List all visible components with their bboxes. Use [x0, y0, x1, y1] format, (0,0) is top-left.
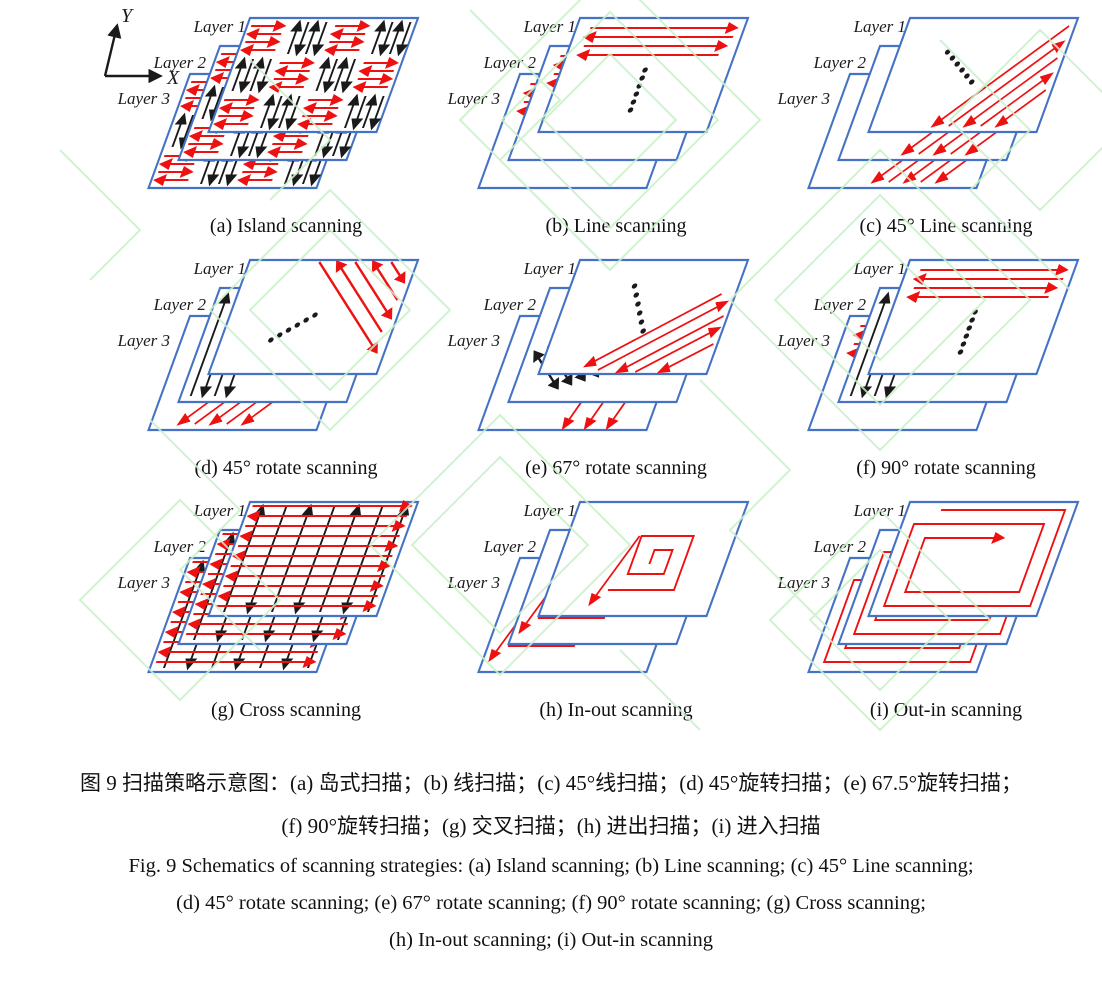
- panel-line-scanning: Layer 1 Layer 2 Layer 3 (b) Line scannin…: [430, 8, 760, 238]
- layer-1-label: Layer 1: [523, 259, 576, 278]
- layer-1-label: Layer 1: [193, 259, 246, 278]
- layer-2-label: Layer 2: [813, 537, 867, 556]
- panel-caption-g: (g) Cross scanning: [211, 699, 361, 721]
- panel-caption-i: (i) Out-in scanning: [869, 699, 1023, 721]
- layer-1-label: Layer 1: [853, 501, 906, 520]
- layer-1-label: Layer 1: [523, 501, 576, 520]
- panel-in-out-scanning: Layer 1 Layer 2 Layer 3 (h) In-out scann…: [430, 492, 760, 722]
- layer-2-label: Layer 2: [153, 537, 207, 556]
- layer-1-label: Layer 1: [853, 17, 906, 36]
- layer-1-label: Layer 1: [193, 501, 246, 520]
- layer-1-label: Layer 1: [193, 17, 246, 36]
- panel-caption-h: (h) In-out scanning: [539, 699, 693, 721]
- y-axis-label: Y: [121, 5, 134, 27]
- panel-90-rotate-diagram: Layer 1 Layer 2 Layer 3: [777, 258, 1080, 432]
- layer-3-label: Layer 3: [447, 89, 500, 108]
- coordinate-axes: Y X: [103, 5, 180, 89]
- panel-in-out-diagram: Layer 1 Layer 2 Layer 3: [447, 500, 750, 674]
- layer-3-label: Layer 3: [777, 573, 830, 592]
- figure-caption-block: 图 9 扫描策略示意图：(a) 岛式扫描；(b) 线扫描；(c) 45°线扫描；…: [0, 762, 1102, 959]
- layer-2-label: Layer 2: [813, 53, 867, 72]
- panel-caption-f: (f) 90° rotate scanning: [856, 457, 1036, 479]
- layer-2-label: Layer 2: [483, 53, 537, 72]
- panel-island-diagram: Layer 1 Layer 2 Layer 3: [117, 16, 420, 190]
- x-axis-label: X: [166, 67, 180, 89]
- layer-2-label: Layer 2: [153, 53, 207, 72]
- caption-zh-line-1: 图 9 扫描策略示意图：(a) 岛式扫描；(b) 线扫描；(c) 45°线扫描；…: [79, 771, 1023, 795]
- panel-45-line-diagram: Layer 1 Layer 2 Layer 3: [777, 16, 1080, 190]
- panel-cross-scanning: Layer 1 Layer 2 Layer 3 (g) Cross scanni…: [100, 492, 430, 722]
- layer-3-label: Layer 3: [777, 89, 830, 108]
- panel-grid: Layer 1 Layer 2 Layer 3 (a) Island scann…: [100, 8, 1090, 734]
- panel-caption-d: (d) 45° rotate scanning: [194, 457, 378, 479]
- panel-out-in-diagram: Layer 1 Layer 2 Layer 3: [777, 500, 1080, 674]
- caption-en-line-2: (d) 45° rotate scanning; (e) 67° rotate …: [176, 892, 926, 914]
- layer-1-label: Layer 1: [853, 259, 906, 278]
- caption-en-line-3: (h) In-out scanning; (i) Out-in scanning: [389, 929, 713, 951]
- panel-caption-b: (b) Line scanning: [545, 215, 687, 237]
- layer-2-label: Layer 2: [483, 295, 537, 314]
- panel-caption-e: (e) 67° rotate scanning: [525, 457, 707, 479]
- layer-3-label: Layer 3: [777, 331, 830, 350]
- layer-1-label: Layer 1: [523, 17, 576, 36]
- panel-67-rotate-diagram: Layer 1 Layer 2 Layer 3: [447, 258, 750, 432]
- layer-2-label: Layer 2: [483, 537, 537, 556]
- layer-3-label: Layer 3: [117, 331, 170, 350]
- panel-caption-c: (c) 45° Line scanning: [859, 215, 1033, 237]
- layer-2-label: Layer 2: [153, 295, 207, 314]
- panel-island-scanning: Layer 1 Layer 2 Layer 3 (a) Island scann…: [100, 8, 430, 238]
- caption-zh-line-2: (f) 90°旋转扫描；(g) 交叉扫描；(h) 进出扫描；(i) 进入扫描: [281, 814, 821, 838]
- layer-3-label: Layer 3: [447, 331, 500, 350]
- panel-67-rotate-scanning: Layer 1 Layer 2 Layer 3 (e) 67° rotate s…: [430, 250, 760, 480]
- panel-45-rotate-diagram: Layer 1 Layer 2 Layer 3: [117, 258, 420, 432]
- caption-en-line-1: Fig. 9 Schematics of scanning strategies…: [128, 855, 974, 877]
- layer-3-label: Layer 3: [117, 573, 170, 592]
- panel-45-rotate-scanning: Layer 1 Layer 2 Layer 3 (d) 45° rotate s…: [100, 250, 430, 480]
- panel-45-line-scanning: Layer 1 Layer 2 Layer 3 (c) 45° Line sca…: [760, 8, 1090, 238]
- panel-out-in-scanning: Layer 1 Layer 2 Layer 3 (i) Out-in scann…: [760, 492, 1090, 722]
- panel-line-diagram: Layer 1 Layer 2 Layer 3: [447, 16, 750, 190]
- panel-cross-diagram: Layer 1 Layer 2 Layer 3: [117, 500, 420, 674]
- layer-2-label: Layer 2: [813, 295, 867, 314]
- layer-3-label: Layer 3: [447, 573, 500, 592]
- panel-90-rotate-scanning: Layer 1 Layer 2 Layer 3 (f) 90° rotate s…: [760, 250, 1090, 480]
- layer-3-label: Layer 3: [117, 89, 170, 108]
- panel-caption-a: (a) Island scanning: [209, 215, 363, 237]
